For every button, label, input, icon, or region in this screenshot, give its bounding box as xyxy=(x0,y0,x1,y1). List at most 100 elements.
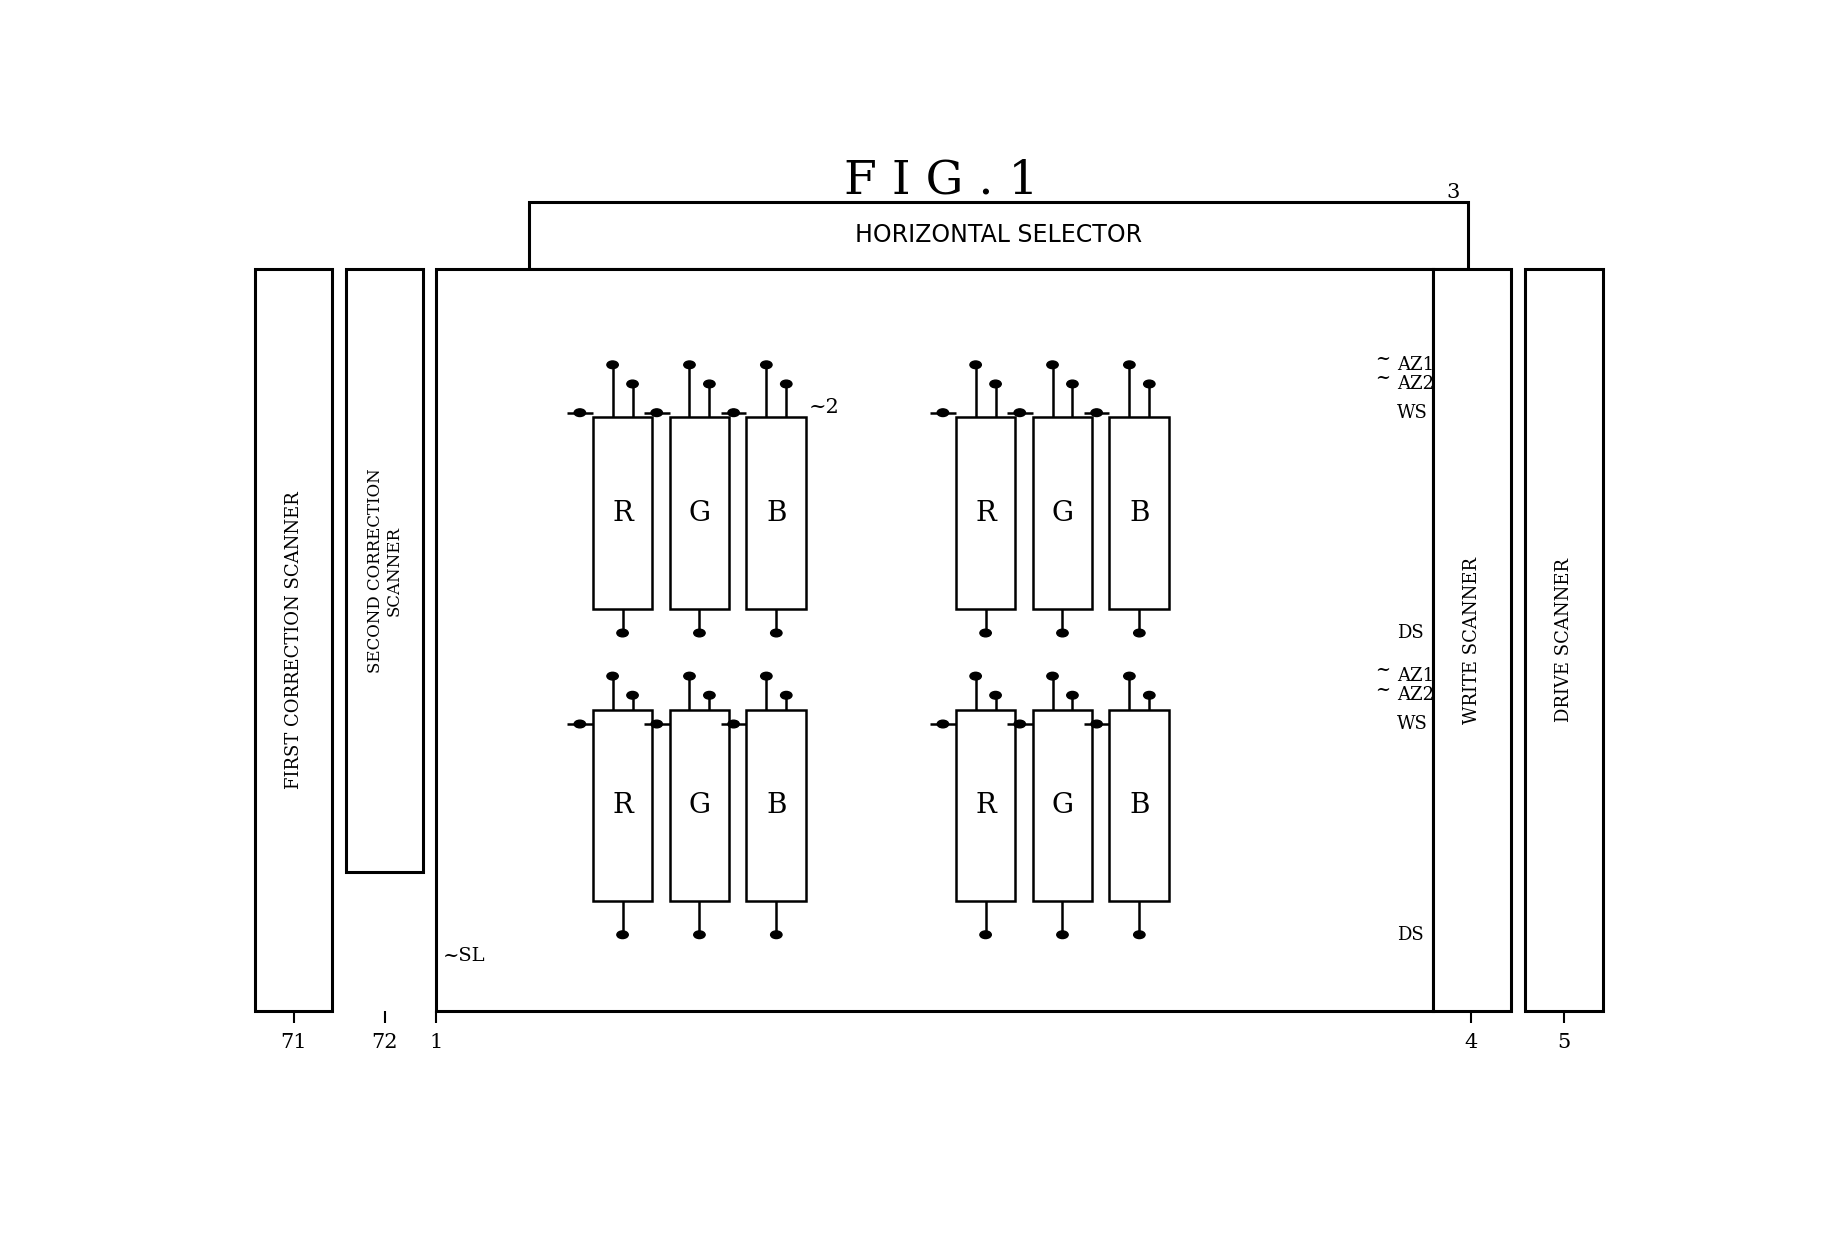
Bar xyxy=(1525,269,1604,1011)
Circle shape xyxy=(683,361,694,368)
Text: WS: WS xyxy=(1398,404,1427,422)
Text: SECOND CORRECTION
SCANNER: SECOND CORRECTION SCANNER xyxy=(367,469,402,673)
Bar xyxy=(669,418,729,610)
Circle shape xyxy=(650,409,663,417)
Text: AZ1: AZ1 xyxy=(1398,667,1435,685)
Text: F I G . 1: F I G . 1 xyxy=(845,158,1038,204)
Bar xyxy=(255,269,332,1011)
Text: ~SL: ~SL xyxy=(443,947,485,965)
Bar xyxy=(746,418,806,610)
Bar xyxy=(1110,418,1170,610)
Bar xyxy=(955,418,1016,610)
Circle shape xyxy=(781,381,792,388)
Bar xyxy=(529,202,1468,269)
Circle shape xyxy=(704,692,715,699)
Text: HORIZONTAL SELECTOR: HORIZONTAL SELECTOR xyxy=(854,224,1143,248)
Circle shape xyxy=(1091,409,1102,417)
Circle shape xyxy=(1047,361,1058,368)
Bar xyxy=(746,709,806,901)
Text: ~: ~ xyxy=(1374,369,1391,387)
Circle shape xyxy=(970,361,981,368)
Text: AZ2: AZ2 xyxy=(1398,374,1435,393)
Bar xyxy=(593,709,652,901)
Bar xyxy=(1110,709,1170,901)
Circle shape xyxy=(979,931,992,938)
Text: WS: WS xyxy=(1398,715,1427,733)
Circle shape xyxy=(606,361,619,368)
Text: 3: 3 xyxy=(1448,183,1460,202)
Bar xyxy=(593,418,652,610)
Text: WRITE SCANNER: WRITE SCANNER xyxy=(1462,557,1481,724)
Bar xyxy=(1032,709,1093,901)
Bar xyxy=(1433,269,1512,1011)
Circle shape xyxy=(1067,692,1078,699)
Bar xyxy=(347,269,423,872)
Text: 72: 72 xyxy=(371,1033,399,1051)
Circle shape xyxy=(1056,931,1067,938)
Circle shape xyxy=(1144,692,1155,699)
Circle shape xyxy=(1014,409,1025,417)
Circle shape xyxy=(704,381,715,388)
Text: ~2: ~2 xyxy=(808,398,840,418)
Bar xyxy=(1032,418,1093,610)
Text: DS: DS xyxy=(1398,624,1424,642)
Circle shape xyxy=(937,720,948,728)
Circle shape xyxy=(1056,629,1067,637)
Circle shape xyxy=(990,692,1001,699)
Circle shape xyxy=(1133,629,1144,637)
Circle shape xyxy=(979,629,992,637)
Text: G: G xyxy=(1051,500,1073,526)
Circle shape xyxy=(606,672,619,680)
Circle shape xyxy=(1067,381,1078,388)
Circle shape xyxy=(781,692,792,699)
Text: 71: 71 xyxy=(281,1033,307,1051)
Text: DRIVE SCANNER: DRIVE SCANNER xyxy=(1556,559,1572,723)
Circle shape xyxy=(1124,672,1135,680)
Text: B: B xyxy=(1130,500,1150,526)
Text: G: G xyxy=(689,500,711,526)
Text: B: B xyxy=(766,792,786,819)
Circle shape xyxy=(772,629,783,637)
Text: R: R xyxy=(612,500,634,526)
Circle shape xyxy=(683,672,694,680)
Circle shape xyxy=(937,409,948,417)
Text: DS: DS xyxy=(1398,926,1424,944)
Text: ~: ~ xyxy=(1374,350,1391,368)
Circle shape xyxy=(727,720,738,728)
Circle shape xyxy=(626,381,637,388)
Circle shape xyxy=(650,720,663,728)
Bar xyxy=(435,269,1433,1011)
Circle shape xyxy=(694,629,705,637)
Circle shape xyxy=(617,931,628,938)
Circle shape xyxy=(990,381,1001,388)
Text: AZ2: AZ2 xyxy=(1398,687,1435,704)
Text: B: B xyxy=(1130,792,1150,819)
Circle shape xyxy=(694,931,705,938)
Circle shape xyxy=(626,692,637,699)
Circle shape xyxy=(617,629,628,637)
Circle shape xyxy=(575,720,586,728)
Text: 1: 1 xyxy=(430,1033,443,1051)
Text: G: G xyxy=(1051,792,1073,819)
Text: ~: ~ xyxy=(1374,662,1391,679)
Circle shape xyxy=(1091,720,1102,728)
Circle shape xyxy=(1144,381,1155,388)
Circle shape xyxy=(772,931,783,938)
Circle shape xyxy=(727,409,738,417)
Text: G: G xyxy=(689,792,711,819)
Text: B: B xyxy=(766,500,786,526)
Circle shape xyxy=(761,672,772,680)
Circle shape xyxy=(1124,361,1135,368)
Text: R: R xyxy=(612,792,634,819)
Circle shape xyxy=(575,409,586,417)
Bar xyxy=(955,709,1016,901)
Text: R: R xyxy=(975,792,996,819)
Text: R: R xyxy=(975,500,996,526)
Circle shape xyxy=(970,672,981,680)
Circle shape xyxy=(1014,720,1025,728)
Circle shape xyxy=(1047,672,1058,680)
Text: 4: 4 xyxy=(1464,1033,1477,1051)
Text: AZ1: AZ1 xyxy=(1398,356,1435,373)
Bar xyxy=(669,709,729,901)
Text: ~: ~ xyxy=(1374,680,1391,699)
